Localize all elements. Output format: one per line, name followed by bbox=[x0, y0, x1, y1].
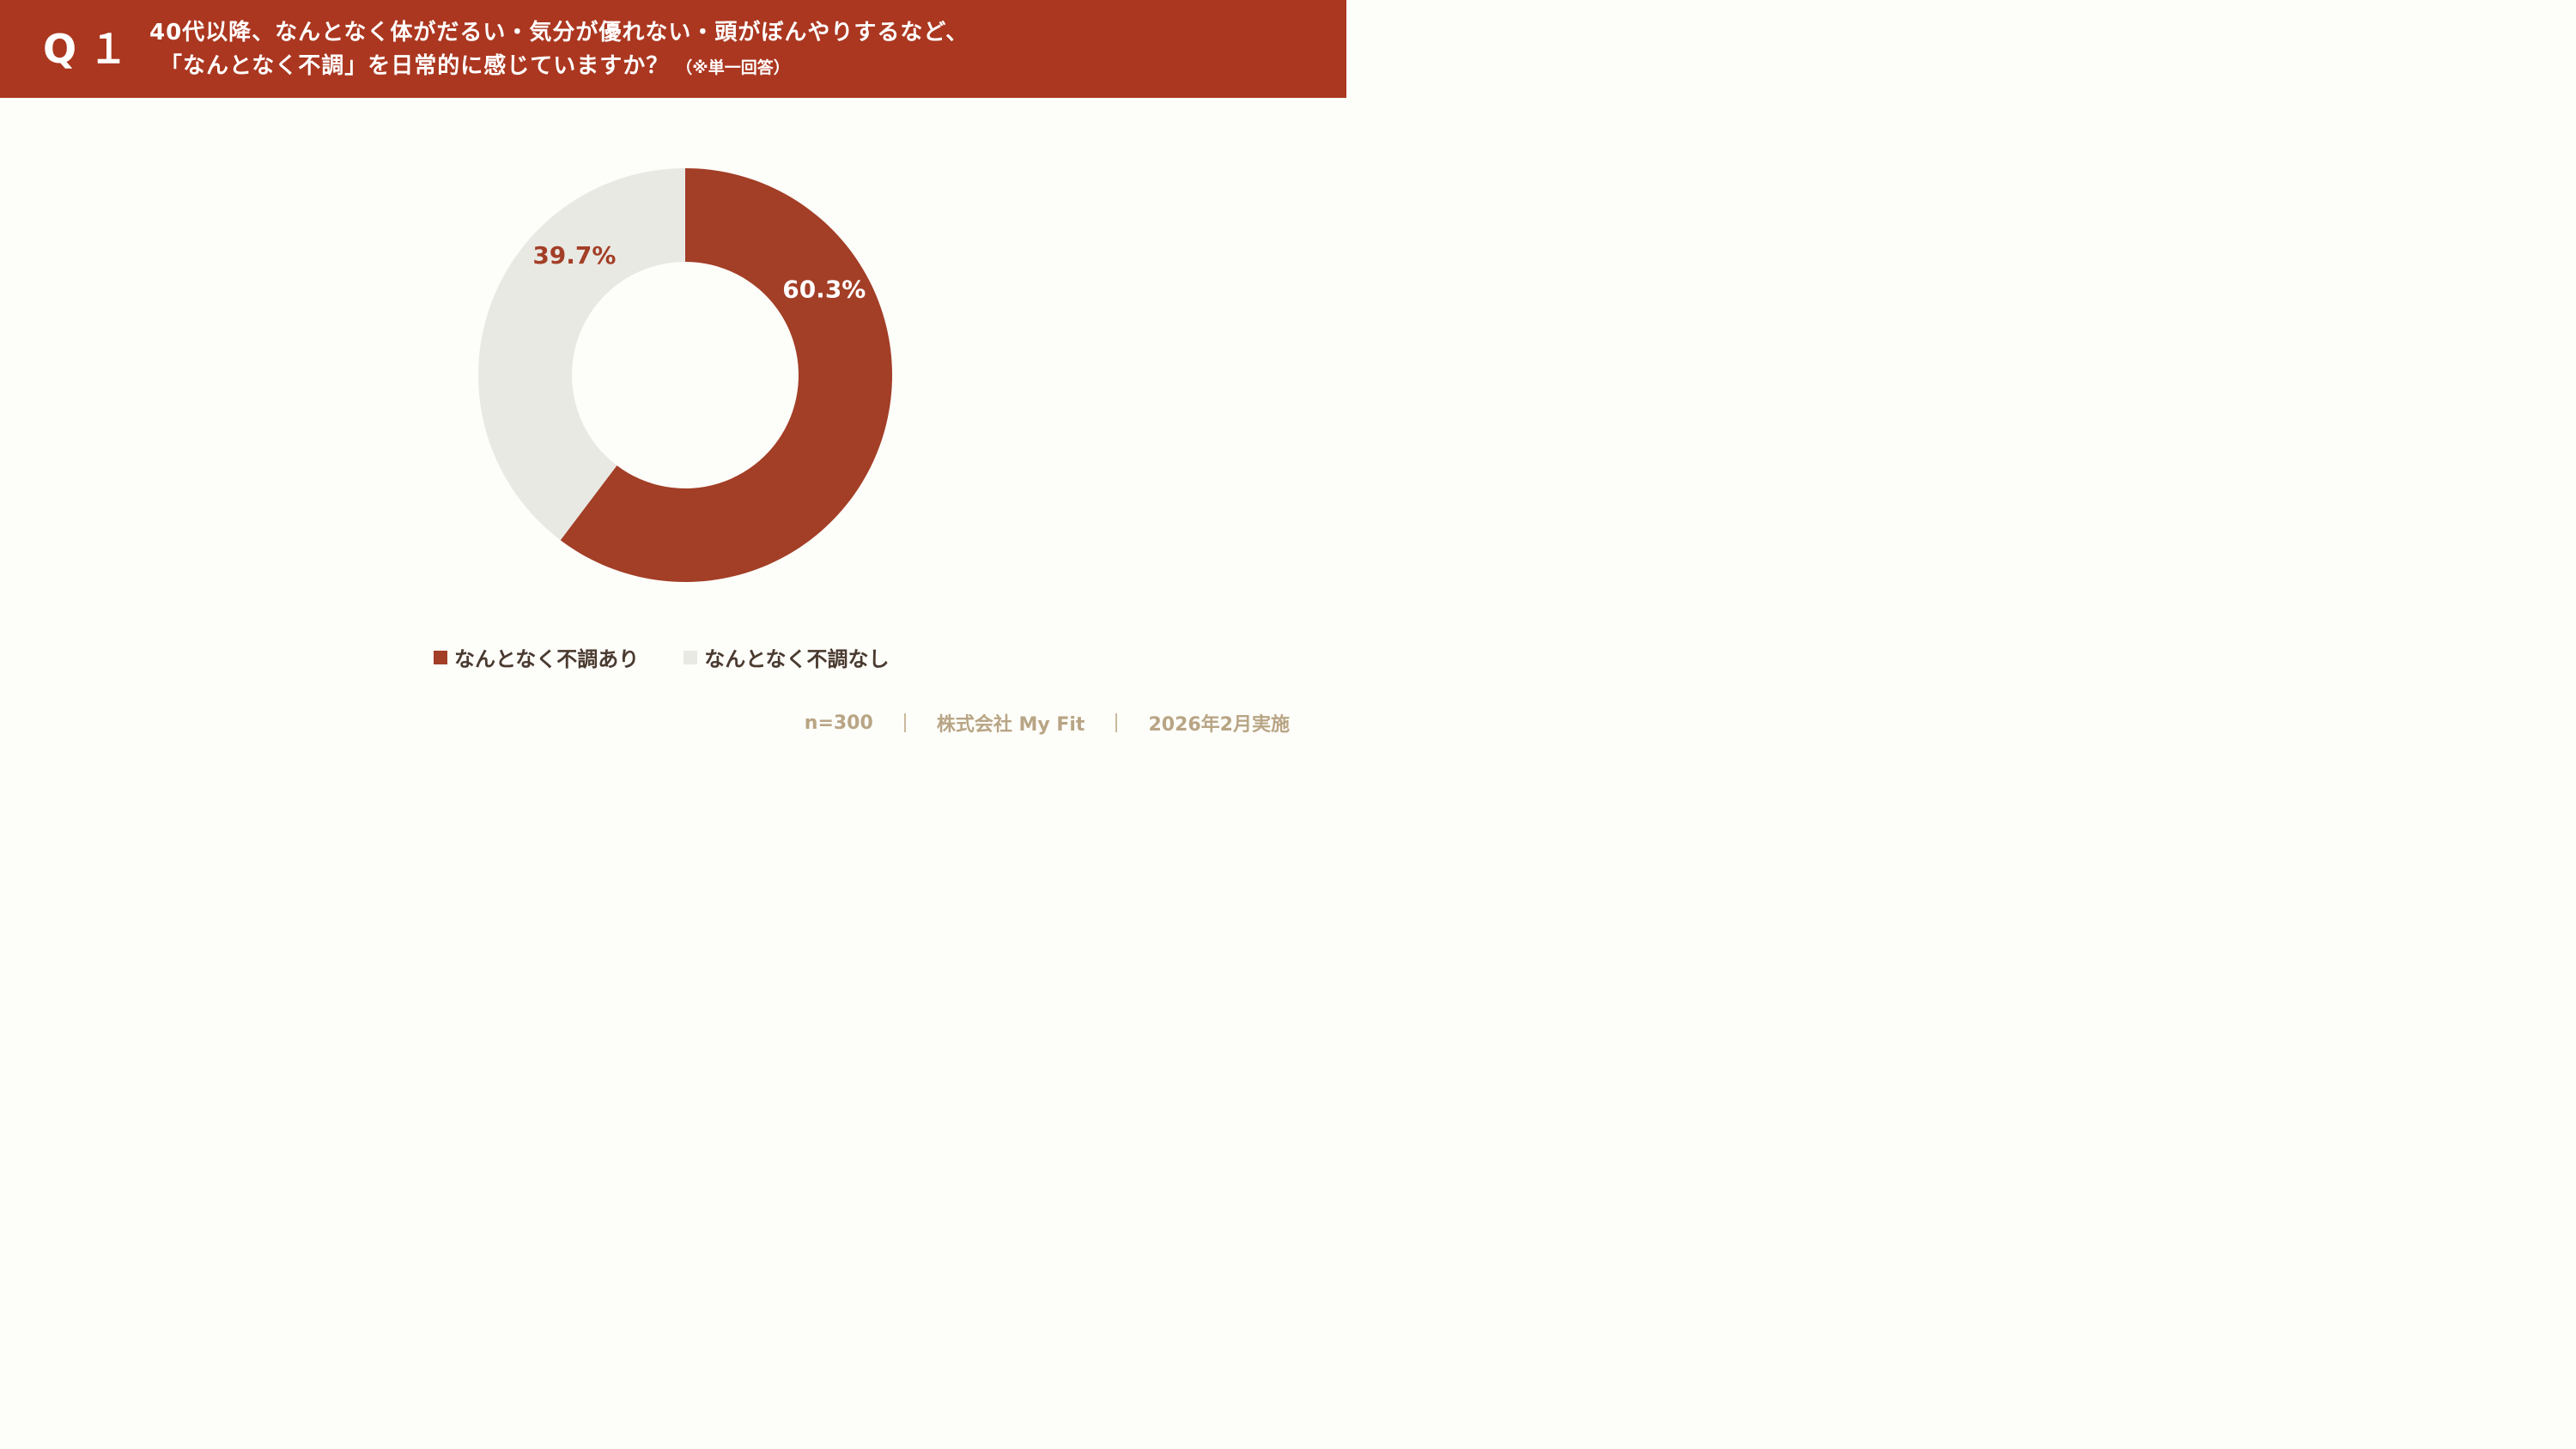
legend-item-no: なんとなく不調なし bbox=[683, 642, 890, 672]
question-number: Q１ bbox=[43, 26, 141, 72]
slice-no bbox=[478, 168, 685, 541]
chart-legend: なんとなく不調あり なんとなく不調なし bbox=[434, 642, 934, 672]
answer-type-note: （※単一回答） bbox=[676, 58, 790, 77]
footer-divider bbox=[903, 713, 906, 732]
question-title-line1: 40代以降、なんとなく体がだるい・気分が優れない・頭がぼんやりするなど、 bbox=[149, 20, 969, 45]
slice-yes bbox=[560, 168, 893, 582]
legend-label-yes: なんとなく不調あり bbox=[454, 647, 640, 671]
header-bar: Q１ 40代以降、なんとなく体がだるい・気分が優れない・頭がぼんやりするなど、 … bbox=[0, 0, 1346, 98]
data-label-no: 39.7% bbox=[532, 241, 616, 270]
question-title-line2: 「なんとなく不調」を日常的に感じていますか？ （※単一回答） bbox=[160, 52, 790, 82]
legend-swatch-no bbox=[683, 650, 698, 664]
legend-label-no: なんとなく不調なし bbox=[704, 647, 890, 671]
company-name: 株式会社 My Fit bbox=[936, 714, 1085, 736]
legend-item-yes: なんとなく不調あり bbox=[434, 642, 639, 672]
legend-swatch-yes bbox=[434, 650, 447, 664]
donut-chart: 60.3% 39.7% bbox=[478, 168, 893, 582]
footer-divider bbox=[1115, 713, 1118, 732]
sample-size: n=300 bbox=[804, 712, 873, 734]
question-title-line2-text: 「なんとなく不調」を日常的に感じていますか？ bbox=[160, 53, 670, 79]
survey-date: 2026年2月実施 bbox=[1148, 714, 1290, 736]
footer: n=300 株式会社 My Fit 2026年2月実施 bbox=[805, 709, 1290, 737]
data-label-yes: 60.3% bbox=[782, 275, 866, 303]
